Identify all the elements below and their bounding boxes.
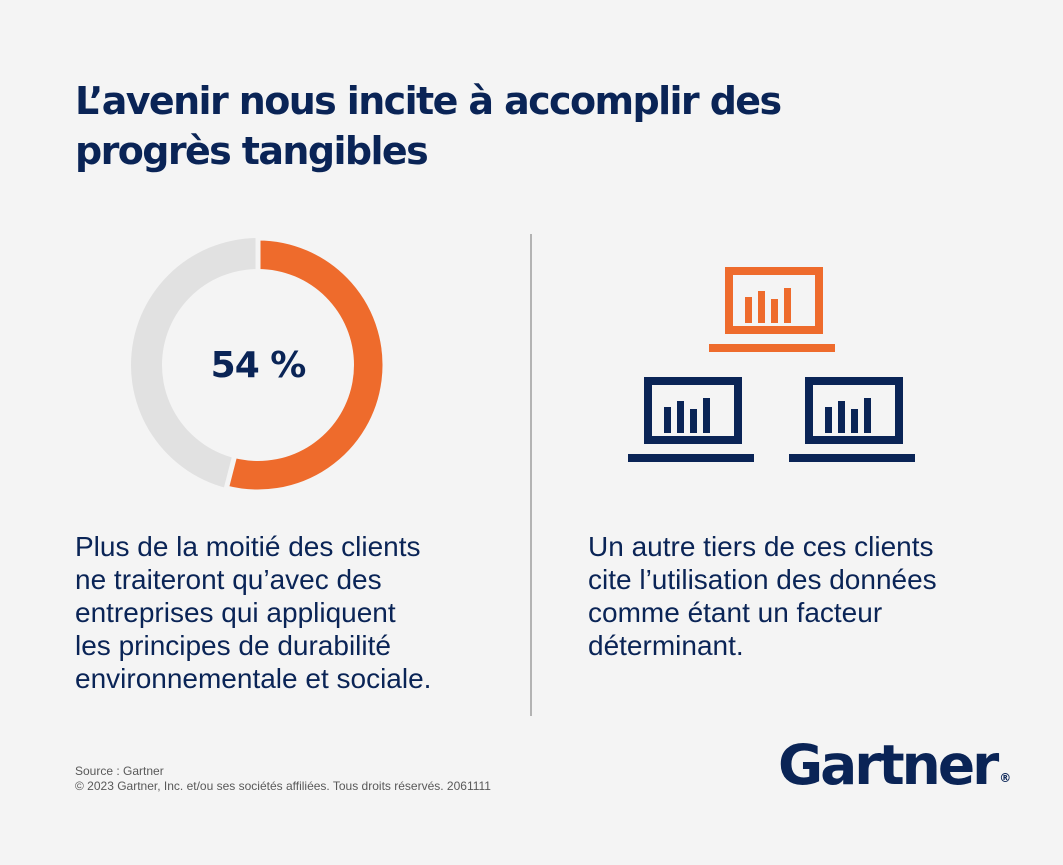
copyright-line: © 2023 Gartner, Inc. et/ou ses sociétés … — [75, 779, 491, 793]
source-line: Source : Gartner — [75, 764, 164, 778]
right-line-3: comme étant un facteur — [588, 597, 883, 628]
left-line-4: les principes de durabilité — [75, 630, 391, 661]
column-divider — [530, 234, 532, 716]
right-line-2: cite l’utilisation des données — [588, 564, 937, 595]
donut-hole — [162, 269, 354, 461]
title-line-1: L’avenir nous incite à accomplir des — [75, 79, 782, 123]
percentage-donut: 54 % — [131, 238, 385, 492]
left-line-3: entreprises qui appliquent — [75, 597, 396, 628]
left-line-5: environnementale et sociale. — [75, 663, 432, 694]
registered-mark: ® — [999, 771, 1012, 785]
left-line-2: ne traiteront qu’avec des — [75, 564, 382, 595]
left-line-1: Plus de la moitié des clients — [75, 531, 421, 562]
laptops-svg — [628, 267, 915, 462]
laptop-chart-icon — [709, 267, 835, 352]
laptop-chart-icon — [789, 377, 915, 462]
right-line-4: déterminant. — [588, 630, 744, 661]
right-line-1: Un autre tiers de ces clients — [588, 531, 934, 562]
logo-text: Gartner — [778, 733, 999, 797]
left-description: Plus de la moitié des clients ne traiter… — [75, 530, 431, 695]
laptop-chart-icon — [628, 377, 754, 462]
donut-chart — [131, 238, 385, 492]
right-description: Un autre tiers de ces clients cite l’uti… — [588, 530, 937, 662]
page-title: L’avenir nous incite à accomplir des pro… — [75, 76, 975, 176]
source-note: Source : Gartner © 2023 Gartner, Inc. et… — [75, 764, 491, 794]
gartner-logo: Gartner ® — [778, 730, 1012, 815]
donut-percentage-label: 54 % — [210, 344, 307, 386]
title-line-2: progrès tangibles — [75, 129, 429, 173]
laptops-illustration — [620, 262, 920, 467]
